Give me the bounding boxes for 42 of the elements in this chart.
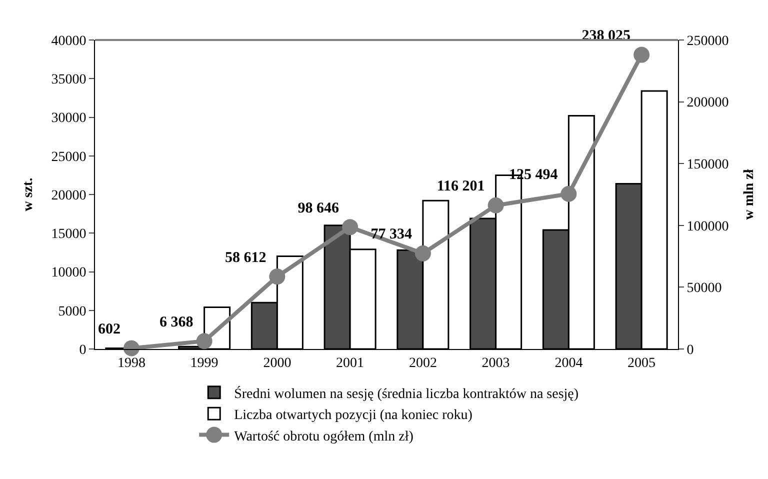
point xyxy=(634,46,650,63)
y-axis-title: w szt. xyxy=(20,178,36,212)
x-tick-label: 2005 xyxy=(628,356,656,371)
y-tick-label: 0 xyxy=(79,342,86,358)
point xyxy=(123,340,140,356)
x-tick-label: 2002 xyxy=(408,356,437,371)
data-label: 77 334 xyxy=(370,226,412,243)
y2-axis-title: w mln zł xyxy=(742,169,758,220)
x-tick-label: 1998 xyxy=(117,356,146,371)
y-tick-label: 35000 xyxy=(51,72,86,88)
point xyxy=(414,245,431,262)
y-tick-label: 25000 xyxy=(51,150,86,165)
legend-label: Średni wolumen na sesję (średnia liczba kontraktów na sesję) xyxy=(234,384,579,402)
y2-tick-label: 0 xyxy=(686,342,694,358)
x-tick-label: 2004 xyxy=(554,356,583,371)
y2-tick-label: 250000 xyxy=(686,34,729,49)
y-tick-label: 40000 xyxy=(51,34,86,49)
data-label: 58 612 xyxy=(224,250,266,266)
point xyxy=(342,219,358,236)
point xyxy=(560,186,577,202)
y-tick-label: 15000 xyxy=(51,227,86,242)
data-label: 98 646 xyxy=(298,200,340,216)
data-label: 116 201 xyxy=(436,178,485,195)
x-tick-label: 1999 xyxy=(190,356,218,371)
x-tick-label: 2003 xyxy=(482,356,510,371)
legend-label: Wartość obrotu ogółem (mln zł) xyxy=(234,429,414,444)
data-label: 6 368 xyxy=(160,314,194,330)
y-tick-label: 10000 xyxy=(51,266,86,281)
y2-tick-label: 100000 xyxy=(686,219,729,234)
x-tick-label: 2000 xyxy=(263,356,292,371)
y-tick-label: 20000 xyxy=(51,188,86,204)
point xyxy=(488,197,504,214)
y-tick-label: 30000 xyxy=(51,111,86,126)
legend-label: Liczba otwartych pozycji (na koniec roku) xyxy=(234,408,473,424)
point xyxy=(196,333,212,350)
y2-tick-label: 50000 xyxy=(686,281,722,296)
y-tick-label: 5000 xyxy=(58,304,86,320)
data-label: 602 xyxy=(98,322,120,338)
point xyxy=(269,268,286,285)
x-tick-label: 2001 xyxy=(336,356,364,371)
y2-tick-label: 150000 xyxy=(686,158,729,172)
y2-tick-label: 200000 xyxy=(686,96,729,111)
